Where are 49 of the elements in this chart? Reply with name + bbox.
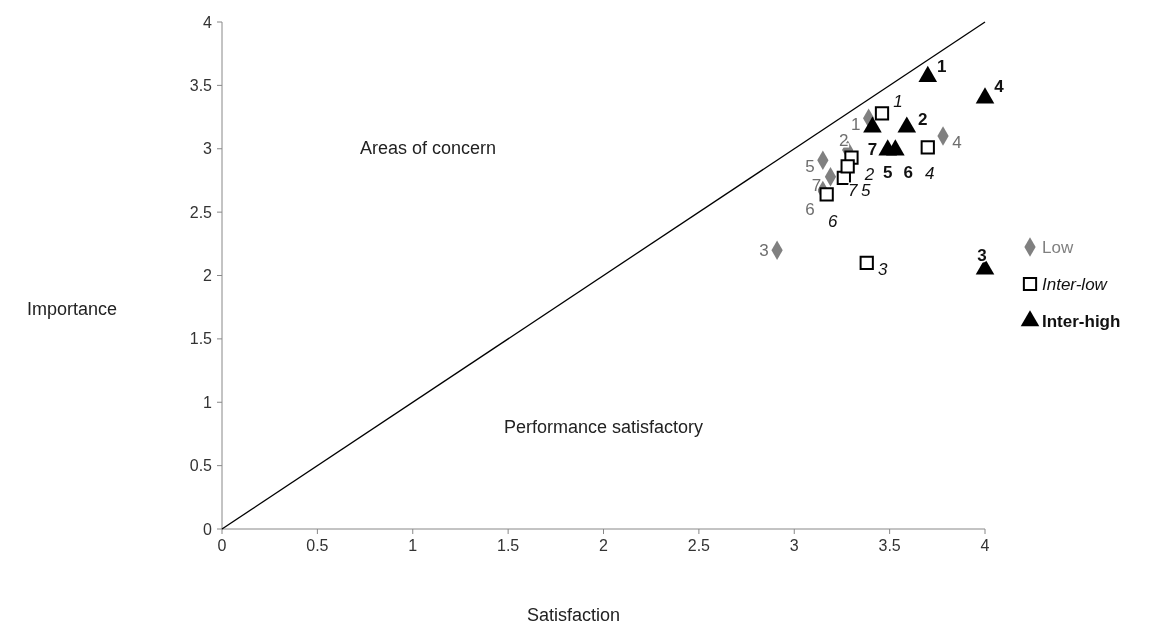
y-tick-label: 1 [203, 393, 213, 411]
y-axis-title: Importance [26, 298, 118, 319]
annotation: 3 [759, 241, 769, 261]
annotation: 6 [903, 162, 914, 182]
y-tick-label: 0 [203, 520, 213, 538]
y-tick-label: 3 [203, 140, 213, 158]
annotation: 2 [838, 130, 849, 150]
annotation: 1 [893, 92, 903, 112]
x-tick-label: 3.5 [878, 537, 901, 554]
x-tick-label: 0.5 [306, 537, 329, 554]
point [840, 159, 855, 174]
annotation: 1 [850, 115, 861, 135]
annotation: 3 [977, 246, 987, 266]
y-tick-label: 2.5 [189, 203, 213, 221]
legend-label: Inter-high [1042, 311, 1121, 331]
annotation: 2 [918, 110, 928, 130]
y-tick-label: 2 [203, 267, 213, 285]
annotation: 7 [867, 140, 878, 160]
annotation: 6 [827, 212, 838, 232]
x-tick-label: 3 [789, 537, 799, 554]
x-tick-label: 1.5 [497, 537, 520, 554]
annotation: 3 [878, 259, 888, 279]
annotation: Performance satisfactory [503, 416, 704, 437]
x-tick-label: 1 [408, 537, 418, 554]
annotation: 1 [937, 57, 947, 77]
y-tick-label: 1.5 [189, 330, 213, 348]
annotation: 4 [925, 164, 935, 184]
annotation: 4 [994, 77, 1005, 96]
annotation: 5 [805, 157, 815, 177]
annotation: 4 [952, 133, 962, 153]
x-tick-label: 2 [599, 537, 609, 554]
annotation: 7 [811, 175, 822, 195]
annotation: 5 [882, 162, 893, 182]
legend-label: Inter-low [1042, 274, 1109, 294]
point [920, 140, 935, 155]
point [874, 106, 890, 121]
annotation: 7 [847, 181, 858, 201]
y-tick-label: 4 [203, 13, 213, 31]
x-axis-title: Satisfaction [526, 605, 621, 625]
legend-label: Low [1042, 237, 1074, 257]
annotation: Areas of concern [359, 137, 497, 158]
point [819, 187, 834, 202]
y-tick-label: 3.5 [189, 76, 213, 94]
point [859, 255, 874, 270]
annotation: 6 [805, 199, 815, 219]
x-tick-label: 0 [217, 537, 227, 554]
y-tick-label: 0.5 [189, 457, 213, 475]
x-tick-label: 4 [980, 537, 990, 554]
x-tick-label: 2.5 [687, 537, 711, 554]
